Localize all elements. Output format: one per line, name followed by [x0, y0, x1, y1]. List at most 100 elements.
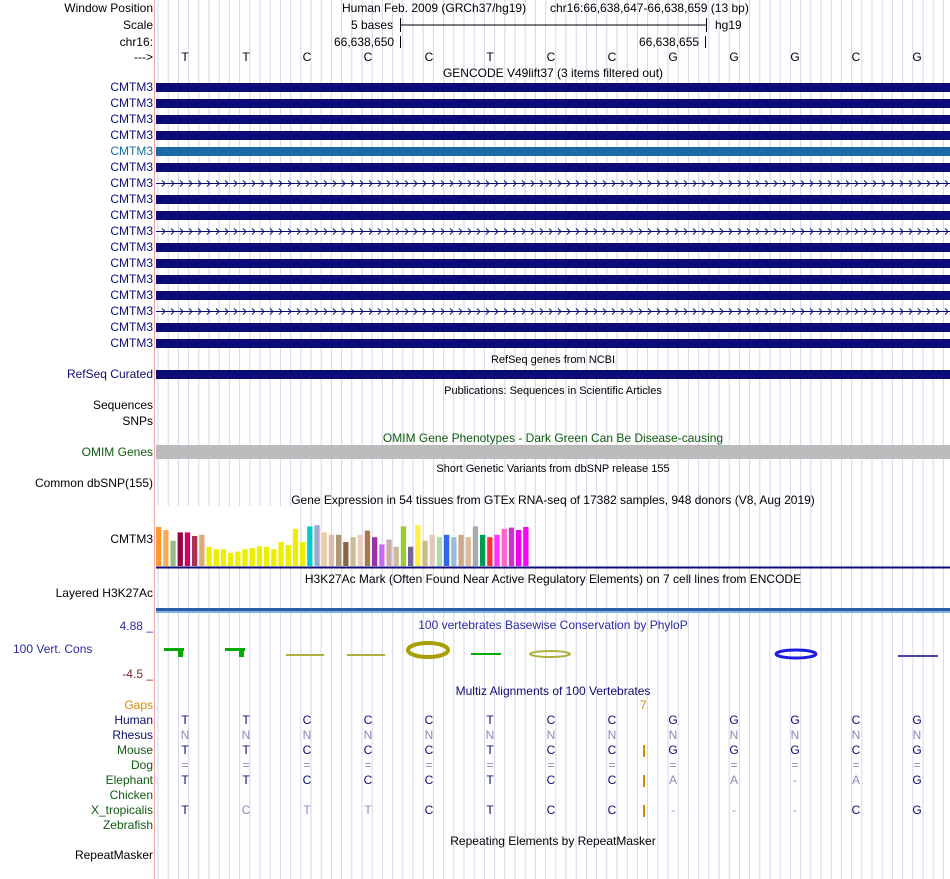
phylop-track-label[interactable]: 100 Vert. Cons	[13, 642, 93, 656]
gtex-tissue-bar[interactable]	[278, 542, 284, 566]
gtex-tissue-bar[interactable]	[465, 537, 471, 566]
gtex-tissue-bar[interactable]	[285, 545, 291, 566]
gencode-item-label[interactable]: CMTM3	[110, 128, 153, 142]
gencode-exon-bar[interactable]	[156, 163, 950, 172]
gtex-tissue-bar[interactable]	[300, 542, 306, 566]
gencode-item-label[interactable]: CMTM3	[110, 256, 153, 270]
gtex-tissue-bar[interactable]	[307, 526, 313, 566]
gtex-expression-chart[interactable]	[156, 506, 950, 570]
species-label[interactable]: Dog	[130, 758, 153, 772]
gtex-tissue-bar[interactable]	[429, 534, 435, 566]
gencode-exon-bar[interactable]	[156, 131, 950, 140]
species-label[interactable]: Elephant	[105, 773, 153, 787]
omim-track-label[interactable]: OMIM Genes	[81, 445, 153, 459]
gtex-tissue-bar[interactable]	[184, 532, 191, 566]
gtex-tissue-bar[interactable]	[192, 536, 198, 566]
gtex-tissue-bar[interactable]	[436, 537, 443, 566]
gtex-tissue-bar[interactable]	[336, 534, 342, 566]
gtex-tissue-bar[interactable]	[343, 542, 349, 566]
h3k27ac-track-label[interactable]: Layered H3K27Ac	[55, 586, 153, 600]
gencode-exon-bar[interactable]	[156, 211, 950, 220]
gtex-tissue-bar[interactable]	[213, 549, 219, 566]
gtex-tissue-bar[interactable]	[501, 528, 507, 566]
gtex-tissue-bar[interactable]	[516, 530, 522, 566]
gtex-tissue-bar[interactable]	[523, 527, 529, 566]
gencode-exon-bar[interactable]	[156, 243, 950, 252]
gencode-item-label[interactable]: CMTM3	[110, 240, 153, 254]
omim-phenotype-bar[interactable]	[156, 445, 950, 459]
gencode-exon-bar[interactable]	[156, 323, 950, 332]
gencode-item-label[interactable]: CMTM3	[110, 160, 153, 174]
gtex-tissue-bar[interactable]	[494, 534, 500, 566]
gtex-tissue-bar[interactable]	[372, 537, 378, 566]
gtex-tissue-bar[interactable]	[292, 528, 299, 566]
gencode-item-label[interactable]: CMTM3	[110, 336, 153, 350]
dbsnp-track-label[interactable]: Common dbSNP(155)	[34, 476, 153, 490]
gtex-tissue-bar[interactable]	[472, 526, 479, 566]
gtex-tissue-bar[interactable]	[400, 526, 407, 566]
gtex-tissue-bar[interactable]	[444, 534, 450, 566]
gtex-tissue-bar[interactable]	[228, 552, 234, 566]
species-label[interactable]: Chicken	[109, 788, 153, 802]
gtex-tissue-bar[interactable]	[350, 537, 356, 566]
gtex-tissue-bar[interactable]	[256, 546, 263, 566]
gtex-tissue-bar[interactable]	[480, 534, 486, 566]
gencode-item-label[interactable]: CMTM3	[110, 96, 153, 110]
species-label[interactable]: X_tropicalis	[90, 803, 153, 817]
gencode-intron[interactable]	[156, 227, 950, 236]
gtex-tissue-bar[interactable]	[357, 534, 363, 566]
gtex-tissue-bar[interactable]	[364, 530, 371, 566]
gencode-exon-bar[interactable]	[156, 275, 950, 284]
gencode-exon-bar[interactable]	[156, 115, 950, 124]
position-text[interactable]: chr16:66,638,647-66,638,659 (13 bp)	[550, 1, 749, 15]
gtex-tissue-bar[interactable]	[487, 537, 493, 566]
gtex-tissue-bar[interactable]	[220, 549, 227, 566]
gtex-tissue-bar[interactable]	[386, 539, 392, 566]
gencode-item-label[interactable]: CMTM3	[110, 80, 153, 94]
gtex-tissue-bar[interactable]	[379, 544, 385, 566]
gencode-item-label[interactable]: CMTM3	[110, 304, 153, 318]
gtex-tissue-bar[interactable]	[271, 549, 277, 566]
gtex-tissue-bar[interactable]	[328, 534, 335, 566]
species-label[interactable]: Rhesus	[112, 728, 153, 742]
gtex-tissue-bar[interactable]	[458, 534, 464, 566]
gtex-tissue-bar[interactable]	[242, 549, 248, 566]
gencode-item-label[interactable]: CMTM3	[110, 208, 153, 222]
gencode-item-label[interactable]: CMTM3	[110, 288, 153, 302]
gtex-tissue-bar[interactable]	[163, 530, 169, 566]
gencode-item-label[interactable]: CMTM3	[110, 272, 153, 286]
publications-label-sequences[interactable]: Sequences	[92, 398, 153, 412]
gtex-tissue-bar[interactable]	[393, 546, 399, 566]
gencode-exon-bar[interactable]	[156, 339, 950, 348]
gaps-label[interactable]: Gaps	[124, 698, 153, 712]
gencode-item-label[interactable]: CMTM3	[110, 112, 153, 126]
gencode-item-label[interactable]: CMTM3	[110, 144, 153, 158]
gtex-tissue-bar[interactable]	[422, 540, 428, 566]
gtex-tissue-bar[interactable]	[156, 527, 162, 566]
gencode-item-label[interactable]: CMTM3	[110, 224, 153, 238]
gencode-item-label[interactable]: CMTM3	[110, 320, 153, 334]
gencode-exon-bar[interactable]	[156, 83, 950, 92]
gtex-tissue-bar[interactable]	[199, 534, 205, 566]
repeatmasker-track-label[interactable]: RepeatMasker	[74, 848, 153, 862]
gencode-intron[interactable]	[156, 307, 950, 316]
gencode-item-label[interactable]: CMTM3	[110, 176, 153, 190]
gencode-intron[interactable]	[156, 179, 950, 188]
gtex-tissue-bar[interactable]	[415, 525, 421, 566]
gtex-tissue-bar[interactable]	[235, 551, 241, 566]
gtex-tissue-bar[interactable]	[508, 527, 515, 566]
refseq-gene-bar[interactable]	[156, 370, 950, 379]
gencode-exon-bar[interactable]	[156, 259, 950, 268]
gtex-tissue-bar[interactable]	[264, 546, 270, 566]
gtex-tissue-bar[interactable]	[408, 546, 414, 566]
species-label[interactable]: Zebrafish	[102, 818, 153, 832]
gtex-tissue-bar[interactable]	[321, 532, 327, 566]
gtex-tissue-bar[interactable]	[451, 537, 457, 566]
gencode-item-label[interactable]: CMTM3	[110, 192, 153, 206]
species-label[interactable]: Human	[114, 713, 153, 727]
species-label[interactable]: Mouse	[116, 743, 153, 757]
gencode-exon-bar[interactable]	[156, 99, 950, 108]
gtex-track-label[interactable]: CMTM3	[110, 532, 153, 546]
gencode-exon-bar[interactable]	[156, 195, 950, 204]
gtex-tissue-bar[interactable]	[206, 546, 212, 566]
